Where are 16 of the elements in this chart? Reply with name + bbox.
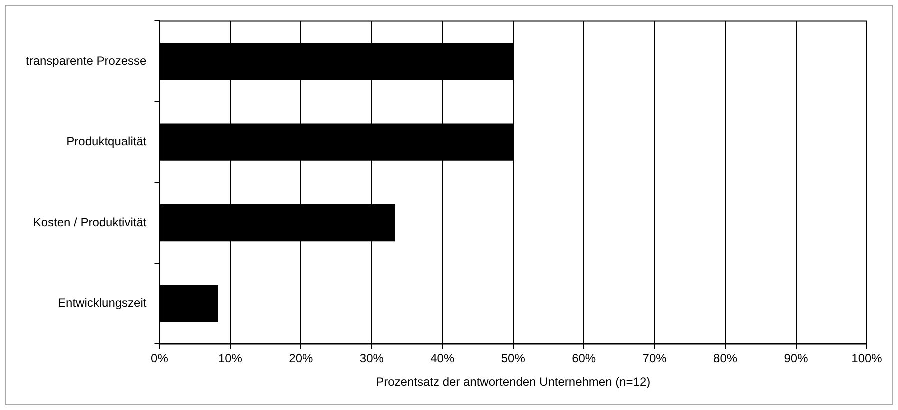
x-tick-label: 20% bbox=[289, 352, 314, 366]
y-tick-label: Kosten / Produktivität bbox=[33, 215, 148, 230]
x-axis-title: Prozentsatz der antwortenden Unternehmen (n=12) bbox=[376, 375, 651, 390]
y-tick-label: Entwicklungszeit bbox=[58, 296, 148, 310]
x-tick-label: 0% bbox=[151, 352, 169, 366]
y-tick-label: transparente Prozesse bbox=[26, 54, 148, 68]
x-tick-label: 10% bbox=[218, 352, 243, 366]
x-tick-label: 80% bbox=[714, 352, 738, 366]
x-tick-label: 40% bbox=[430, 352, 455, 366]
x-tick-label: 100% bbox=[852, 352, 883, 366]
x-tick-label: 70% bbox=[642, 352, 668, 366]
x-tick-label: 90% bbox=[784, 352, 809, 366]
y-tick-label: Produktqualität bbox=[66, 134, 148, 149]
x-tick-label: 60% bbox=[572, 352, 596, 366]
x-tick-label: 50% bbox=[501, 352, 526, 366]
x-tick-label: 30% bbox=[360, 352, 384, 366]
